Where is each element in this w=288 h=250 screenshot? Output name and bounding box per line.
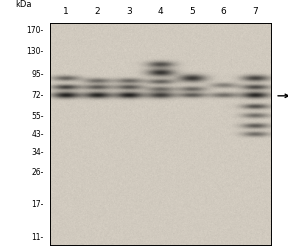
Text: 26-: 26- (31, 168, 44, 177)
Text: 95-: 95- (31, 70, 44, 80)
Text: 130-: 130- (26, 47, 44, 56)
Text: 72-: 72- (31, 91, 44, 100)
Text: 5: 5 (189, 7, 195, 16)
Text: 2: 2 (95, 7, 101, 16)
Text: kDa: kDa (15, 0, 32, 9)
Text: 17-: 17- (31, 200, 44, 209)
Text: 3: 3 (126, 7, 132, 16)
Text: 170-: 170- (26, 26, 44, 36)
Text: 43-: 43- (31, 130, 44, 139)
Text: 7: 7 (252, 7, 258, 16)
Text: 1: 1 (63, 7, 69, 16)
Text: 55-: 55- (31, 112, 44, 121)
Text: 34-: 34- (31, 148, 44, 157)
Text: 6: 6 (221, 7, 226, 16)
Text: 4: 4 (158, 7, 163, 16)
Text: 11-: 11- (32, 233, 44, 242)
